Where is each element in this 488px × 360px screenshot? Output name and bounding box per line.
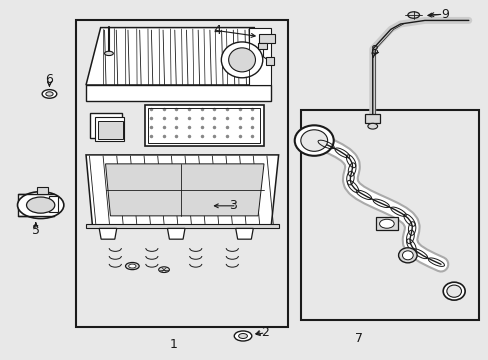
- Ellipse shape: [221, 42, 262, 78]
- Text: 1: 1: [169, 338, 177, 351]
- Bar: [148, 108, 260, 143]
- Ellipse shape: [26, 197, 55, 213]
- Ellipse shape: [398, 248, 416, 263]
- Text: 6: 6: [45, 73, 53, 86]
- Ellipse shape: [446, 285, 461, 297]
- Polygon shape: [86, 224, 278, 228]
- Text: 9: 9: [441, 8, 448, 21]
- Bar: [49, 196, 58, 212]
- Bar: [266, 57, 273, 65]
- Ellipse shape: [125, 262, 139, 270]
- Bar: [300, 110, 478, 320]
- Bar: [76, 21, 288, 327]
- Bar: [257, 42, 267, 49]
- Ellipse shape: [442, 282, 464, 300]
- Bar: [37, 187, 48, 194]
- Text: 4: 4: [213, 24, 221, 37]
- Ellipse shape: [379, 219, 393, 228]
- Ellipse shape: [300, 130, 327, 151]
- Ellipse shape: [18, 192, 64, 219]
- Bar: [18, 194, 54, 216]
- Ellipse shape: [402, 251, 412, 260]
- Bar: [90, 113, 122, 138]
- Bar: [98, 121, 122, 139]
- Polygon shape: [86, 85, 271, 101]
- Polygon shape: [249, 28, 271, 85]
- Ellipse shape: [104, 51, 113, 55]
- Polygon shape: [235, 228, 253, 239]
- Ellipse shape: [367, 123, 377, 129]
- Polygon shape: [167, 228, 184, 239]
- Text: 7: 7: [354, 332, 363, 345]
- Text: 5: 5: [32, 224, 40, 237]
- Bar: [95, 117, 124, 140]
- Ellipse shape: [407, 12, 419, 18]
- Polygon shape: [105, 164, 264, 216]
- Text: 8: 8: [369, 44, 377, 57]
- Bar: [259, 34, 274, 42]
- Bar: [375, 217, 397, 230]
- Text: 3: 3: [228, 199, 236, 212]
- Polygon shape: [99, 228, 117, 239]
- Text: 2: 2: [261, 326, 269, 339]
- Ellipse shape: [42, 90, 57, 98]
- Bar: [365, 114, 379, 123]
- Ellipse shape: [158, 267, 169, 273]
- Ellipse shape: [46, 92, 53, 96]
- Ellipse shape: [128, 264, 136, 268]
- Ellipse shape: [294, 125, 333, 156]
- Ellipse shape: [228, 48, 255, 72]
- Bar: [144, 105, 264, 146]
- Polygon shape: [86, 28, 271, 85]
- Ellipse shape: [238, 333, 247, 338]
- Polygon shape: [86, 155, 278, 225]
- Ellipse shape: [234, 331, 251, 341]
